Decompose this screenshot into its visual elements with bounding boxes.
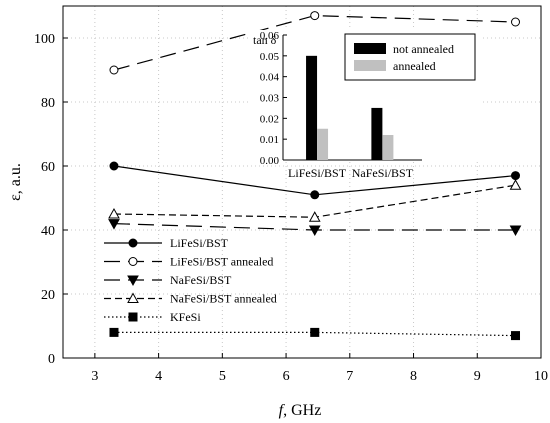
main-plot-frame [62,5,542,359]
inset-legend-swatch-not-annealed [354,43,386,54]
bar-lifesi-bst-not-annealed [306,55,318,161]
bar-lifesi-bst-annealed [317,128,329,160]
inset-legend-label-not-annealed: not annealed [393,42,454,56]
x-tick-label: 7 [346,369,353,384]
legend-entry-lifesi-bst-annealed: LiFeSi/BST annealed [104,255,273,269]
legend-entry-nafesi-bst: NaFeSi/BST [104,273,232,287]
legend-marker [128,238,138,248]
bar-nafesi-bst-annealed [382,135,394,160]
inset-y-tick-label: 0.02 [260,113,279,125]
series-lifesi-bst [109,161,521,200]
legend-label: NaFeSi/BST [170,273,232,287]
series-nafesi-bst [108,219,522,237]
data-point-lifesi-bst [310,190,320,200]
legend-label: LiFeSi/BST annealed [170,255,273,269]
x-tick-label: 10 [534,369,548,384]
x-tick-label: 3 [91,369,98,384]
y-axis-title: ε, a.u. [7,163,24,201]
series-lifesi-bst-annealed [109,11,521,75]
inset-legend: not annealed annealed [344,33,476,81]
data-point-nafesi-bst-annealed [108,207,120,219]
legend-marker [128,257,138,266]
series-nafesi-bst-annealed [108,179,522,222]
data-point-lifesi-bst-annealed [109,65,119,75]
y-tick-label: 40 [41,224,55,239]
main-legend: LiFeSi/BST LiFeSi/BST annealed NaFeSi/BST N… [104,236,277,324]
legend-entry-lifesi-bst: LiFeSi/BST [104,236,229,250]
bar-nafesi-bst-not-annealed [371,107,383,160]
legend-entry-kfesi: KFeSi [104,310,201,324]
data-point-kfesi [511,331,521,341]
inset-y-tick-label: 0.04 [260,72,280,84]
data-point-nafesi-bst [108,219,120,230]
data-point-lifesi-bst-annealed [310,11,320,21]
x-tick-label: 4 [155,369,162,384]
inset-legend-label-annealed: annealed [393,59,436,73]
inset-y-tick-label: 0.03 [260,93,280,105]
legend-label: KFeSi [170,310,201,324]
y-tick-label: 100 [34,32,55,47]
data-point-kfesi [310,327,320,337]
inset-y-axis-title: tan δ [253,33,277,47]
legend-marker [128,312,138,322]
y-tick-label: 80 [41,96,55,111]
inset-bars: LiFeSi/BST NaFeSi/BST [288,55,414,180]
y-tick-label: 60 [41,160,55,175]
inset-category-label: NaFeSi/BST [352,166,414,180]
data-point-lifesi-bst-annealed [511,17,521,27]
legend-marker [127,275,139,287]
data-point-nafesi-bst [308,225,321,237]
x-tick-label: 6 [283,369,290,384]
y-tick-label: 0 [48,352,55,367]
data-point-nafesi-bst [509,225,522,237]
inset-category-label: LiFeSi/BST [288,166,347,180]
legend-entry-nafesi-bst-annealed: NaFeSi/BST annealed [104,292,277,306]
x-tick-label: 9 [474,369,481,384]
main-series [108,11,522,341]
inset-y-tick-label: 0.00 [260,155,280,167]
legend-marker [127,292,139,303]
y-tick-label: 20 [41,288,55,303]
x-tick-label: 8 [410,369,417,384]
inset-legend-swatch-annealed [354,60,386,71]
x-tick-label: 5 [219,369,226,384]
data-point-lifesi-bst [511,171,521,181]
data-point-kfesi [109,327,119,337]
inset-y-tick-label: 0.01 [260,134,279,146]
x-axis-title: f, GHz [279,402,322,419]
inset-axes: 0.00 0.01 0.02 0.03 0.04 0.05 0.06 [260,30,422,167]
inset-y-tick-label: 0.05 [260,51,280,63]
legend-label: LiFeSi/BST [170,236,229,250]
inset-y-tick-label: 0.06 [260,30,280,42]
series-kfesi [109,327,521,341]
data-point-nafesi-bst-annealed [509,179,522,190]
data-point-lifesi-bst [109,161,119,171]
data-point-nafesi-bst-annealed [308,211,321,222]
inset-chart: 0.00 0.01 0.02 0.03 0.04 0.05 0.06 tan δ LiFeS… [249,30,481,180]
legend-label: NaFeSi/BST annealed [170,292,277,306]
inset-legend-box [344,33,476,81]
